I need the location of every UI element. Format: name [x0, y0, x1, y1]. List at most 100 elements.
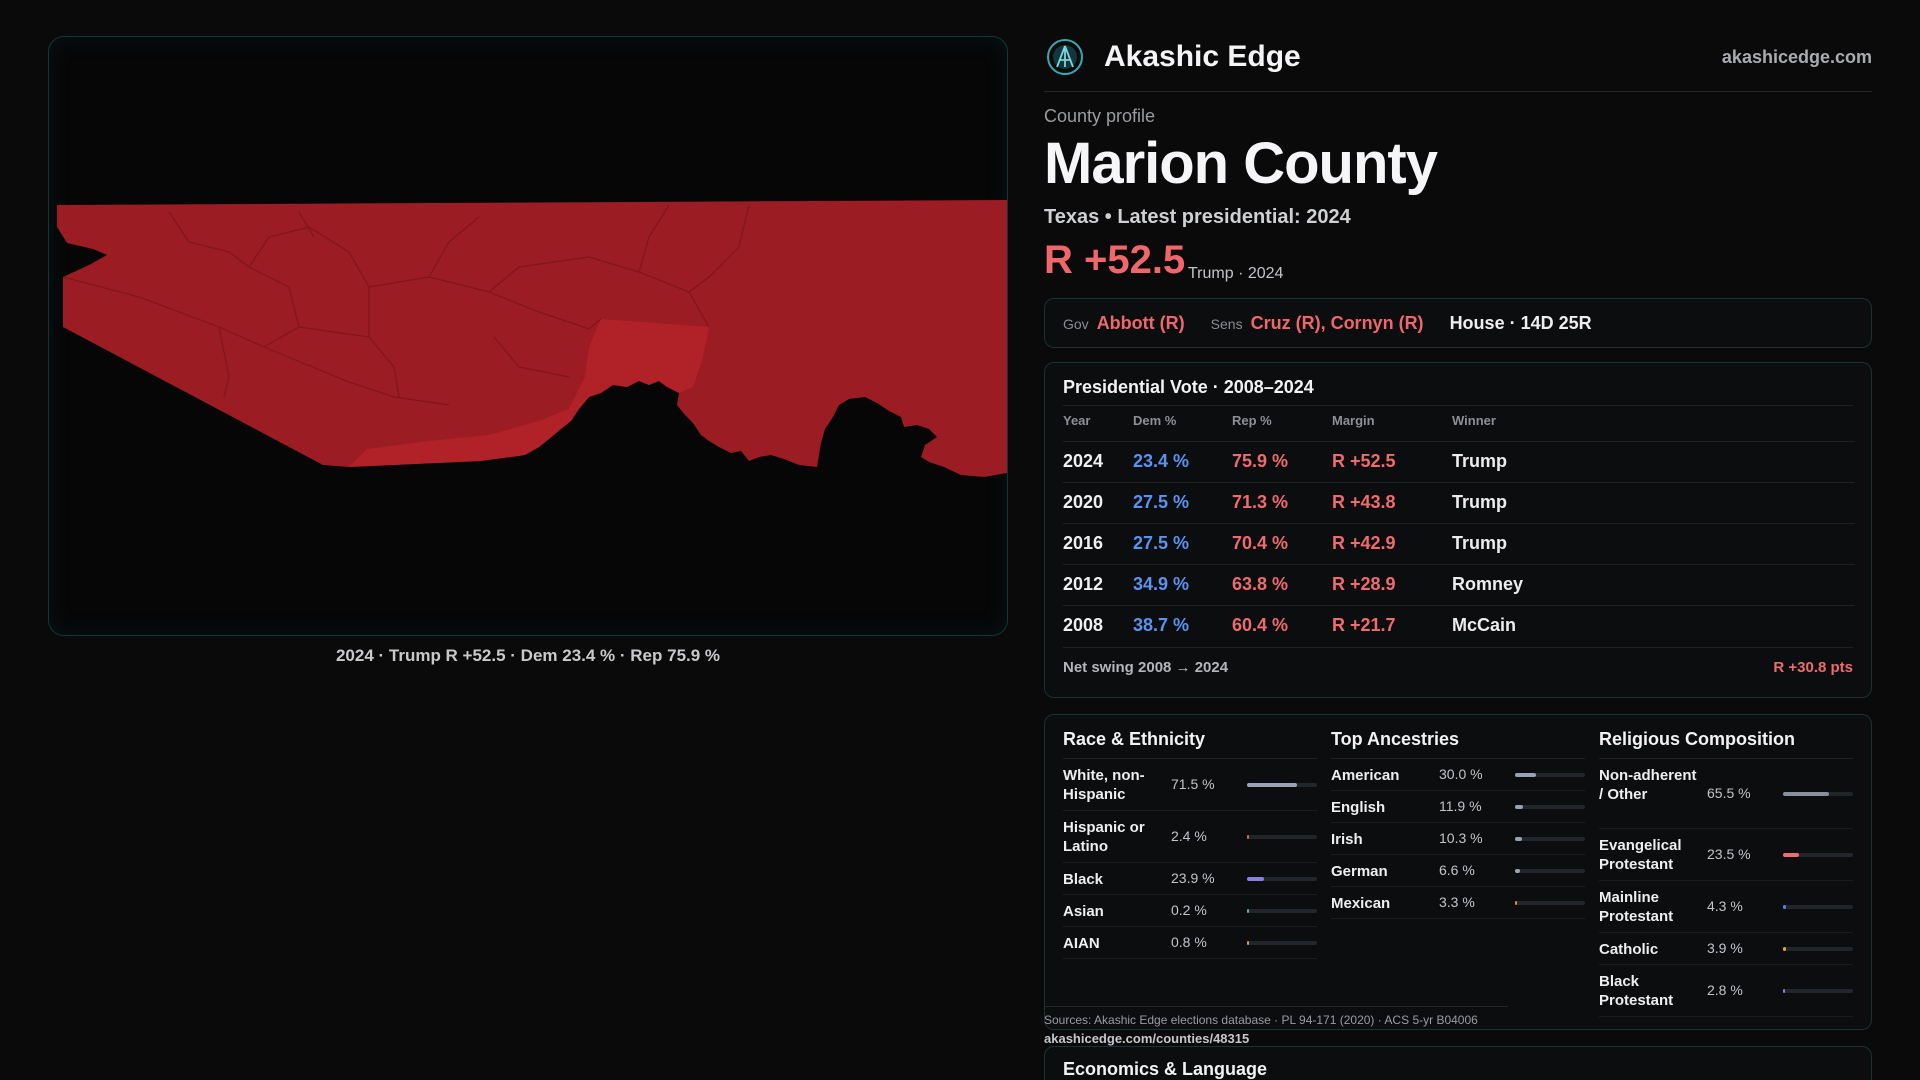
list-item: American 30.0 %	[1331, 759, 1585, 791]
item-name: German	[1331, 862, 1388, 880]
row-dem: 27.5 %	[1133, 533, 1190, 553]
share-bar	[1783, 989, 1853, 993]
share-bar	[1247, 941, 1317, 945]
share-bar	[1783, 853, 1853, 857]
share-bar-fill	[1783, 905, 1786, 909]
sources-text: Sources: Akashic Edge elections database…	[1044, 1013, 1478, 1027]
senators-value: Cruz (R), Cornyn (R)	[1250, 313, 1424, 333]
item-percent: 30.0 %	[1439, 766, 1483, 782]
county-map[interactable]	[48, 36, 1008, 636]
item-percent: 71.5 %	[1171, 776, 1215, 792]
table-header: Year Dem % Rep % Margin Winner	[1063, 413, 1855, 441]
presidential-vote-title: Presidential Vote · 2008–2024	[1063, 377, 1314, 397]
row-year: 2016	[1063, 533, 1104, 553]
row-winner: Trump	[1452, 451, 1508, 471]
row-dem: 38.7 %	[1133, 615, 1190, 635]
governor-value: Abbott (R)	[1096, 313, 1185, 333]
row-winner: Trump	[1452, 533, 1508, 553]
share-bar-fill	[1783, 947, 1786, 951]
item-name: Hispanic or Latino	[1063, 819, 1145, 855]
list-item: AIAN 0.8 %	[1063, 927, 1317, 959]
col-margin-header: Margin	[1332, 413, 1375, 428]
item-percent: 0.8 %	[1171, 934, 1207, 950]
item-percent: 4.3 %	[1707, 898, 1743, 914]
share-bar	[1783, 905, 1853, 909]
share-bar	[1515, 901, 1585, 905]
row-winner: Trump	[1452, 492, 1508, 512]
share-bar	[1247, 909, 1317, 913]
table-row[interactable]: 2012 34.9 % 63.8 % R +28.9 Romney	[1063, 564, 1855, 605]
county-url-link[interactable]: akashicedge.com/counties/48315	[1044, 1031, 1250, 1046]
site-link[interactable]: akashicedge.com	[1721, 47, 1872, 67]
page-subtitle: Texas • Latest presidential: 2024	[1044, 206, 1351, 228]
race-ethnicity-section: Race & Ethnicity White, non-Hispanic 71.5…	[1063, 729, 1317, 959]
item-percent: 0.2 %	[1171, 902, 1207, 918]
akashic-logo-icon[interactable]	[1046, 38, 1084, 76]
col-dem-header: Dem %	[1133, 413, 1177, 428]
share-bar-fill	[1515, 901, 1518, 905]
row-rep: 60.4 %	[1232, 615, 1289, 635]
item-name: American	[1331, 766, 1400, 784]
table-row[interactable]: 2020 27.5 % 71.3 % R +43.8 Trump	[1063, 482, 1855, 523]
table-row[interactable]: 2024 23.4 % 75.9 % R +52.5 Trump	[1063, 441, 1855, 482]
share-bar-fill	[1783, 792, 1829, 796]
share-bar-fill	[1247, 783, 1298, 787]
col-rep-header: Rep %	[1232, 413, 1272, 428]
list-item: Non-adherent / Other 65.5 %	[1599, 759, 1853, 829]
item-name: Black Protestant	[1599, 973, 1674, 1009]
demographics-card: Race & Ethnicity White, non-Hispanic 71.5…	[1044, 714, 1872, 1030]
share-bar-fill	[1515, 869, 1520, 873]
race-ethnicity-title: Race & Ethnicity	[1063, 729, 1317, 759]
item-percent: 3.3 %	[1439, 894, 1475, 910]
divider	[1063, 405, 1853, 406]
row-rep: 75.9 %	[1232, 451, 1289, 471]
table-row[interactable]: 2008 38.7 % 60.4 % R +21.7 McCain	[1063, 605, 1855, 646]
row-year: 2008	[1063, 615, 1104, 635]
list-item: Mexican 3.3 %	[1331, 887, 1585, 919]
brand-name[interactable]: Akashic Edge	[1104, 40, 1301, 73]
item-percent: 10.3 %	[1439, 830, 1483, 846]
row-dem: 27.5 %	[1133, 492, 1190, 512]
county-shape[interactable]	[57, 200, 1007, 477]
sources-footnote: Sources: Akashic Edge elections database…	[1044, 1006, 1508, 1046]
row-margin: R +42.9	[1332, 533, 1396, 553]
row-winner: Romney	[1452, 574, 1524, 594]
item-name: Black	[1063, 870, 1104, 888]
share-bar-fill	[1247, 941, 1249, 945]
officials-card: Gov Abbott (R) Sens Cruz (R), Cornyn (R)…	[1044, 298, 1872, 348]
col-winner-header: Winner	[1452, 413, 1496, 428]
row-margin: R +52.5	[1332, 451, 1396, 471]
item-name: English	[1331, 798, 1386, 816]
county-subregion-highlight[interactable]	[349, 319, 709, 467]
headline-margin-note: Trump · 2024	[1188, 265, 1284, 282]
item-percent: 11.9 %	[1439, 798, 1482, 814]
net-swing-label: Net swing 2008 → 2024	[1063, 659, 1229, 676]
row-rep: 70.4 %	[1232, 533, 1289, 553]
share-bar-fill	[1783, 853, 1800, 857]
list-item: Black 23.9 %	[1063, 863, 1317, 895]
table-row[interactable]: 2016 27.5 % 70.4 % R +42.9 Trump	[1063, 523, 1855, 564]
list-item: Catholic 3.9 %	[1599, 933, 1853, 965]
list-item: Black Protestant 2.8 %	[1599, 965, 1853, 1017]
share-bar	[1247, 783, 1317, 787]
share-bar-fill	[1515, 837, 1523, 841]
top-bar: Akashic Edge akashicedge.com	[1044, 30, 1872, 92]
item-percent: 2.8 %	[1707, 982, 1743, 998]
share-bar	[1515, 837, 1585, 841]
item-name: Mainline Protestant	[1599, 889, 1674, 925]
col-year-header: Year	[1063, 413, 1091, 428]
map-caption: 2024 · Trump R +52.5 · Dem 23.4 % · Rep …	[335, 646, 721, 665]
list-item: English 11.9 %	[1331, 791, 1585, 823]
net-swing-value: R +30.8 pts	[1773, 659, 1853, 676]
county-map-svg	[57, 200, 1007, 477]
sens-label: Sens	[1210, 316, 1243, 332]
list-item: White, non-Hispanic 71.5 %	[1063, 759, 1317, 811]
row-year: 2024	[1063, 451, 1104, 471]
row-margin: R +28.9	[1332, 574, 1396, 594]
row-margin: R +43.8	[1332, 492, 1396, 512]
precinct-borders	[62, 204, 750, 406]
item-name: AIAN	[1063, 934, 1100, 952]
share-bar	[1247, 835, 1317, 839]
share-bar-fill	[1515, 773, 1536, 777]
row-year: 2020	[1063, 492, 1104, 512]
